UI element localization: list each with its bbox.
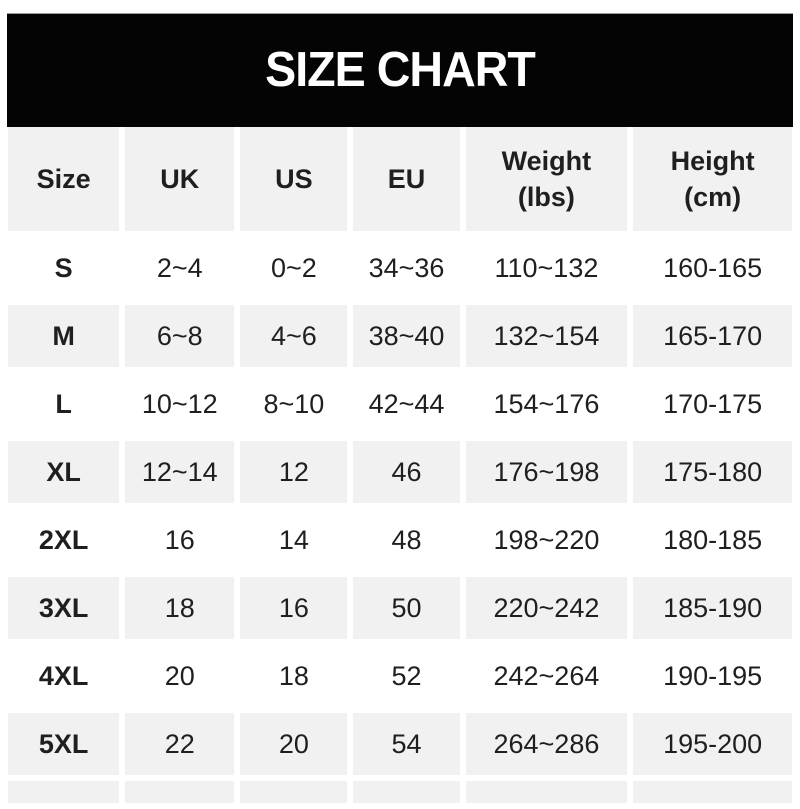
size-label-cell: L: [8, 373, 120, 435]
table-cell: 132~154: [465, 305, 628, 367]
table-cell: 198~220: [465, 509, 628, 571]
table-row-5xl: 5XL 22 20 54 264~286 195-200: [8, 713, 792, 775]
table-cell: 8~10: [240, 373, 348, 435]
size-label-cell: S: [8, 237, 120, 299]
table-cell: [633, 781, 792, 803]
table-cell: 160-165: [633, 237, 792, 299]
table-cell: 46: [353, 441, 460, 503]
column-header-label: EU: [387, 164, 426, 194]
table-header: Size UK US EU Weight (lbs) Height (cm): [8, 127, 792, 231]
table-cell: 20: [125, 645, 235, 707]
column-header-label: Size: [36, 164, 91, 194]
table-cell: 0~2: [240, 237, 348, 299]
table-cell: 165-170: [633, 305, 792, 367]
table-cell: 38~40: [353, 305, 460, 367]
column-header-eu: EU: [353, 127, 460, 231]
table-row-4xl: 4XL 20 18 52 242~264 190-195: [8, 645, 792, 707]
table-cell: 10~12: [125, 373, 235, 435]
table-cell: 242~264: [465, 645, 628, 707]
table-cell: 18: [125, 577, 235, 639]
table-cell: 220~242: [465, 577, 628, 639]
table-cell: 42~44: [353, 373, 460, 435]
table-cell: 180-185: [633, 509, 792, 571]
table-cell: 50: [353, 577, 460, 639]
table-cell: [8, 781, 120, 803]
header-row: Size UK US EU Weight (lbs) Height (cm): [8, 127, 792, 231]
size-chart-table: Size UK US EU Weight (lbs) Height (cm) S 2~4 0~2 3…: [2, 121, 798, 809]
size-label-cell: 5XL: [8, 713, 120, 775]
table-cell: 176~198: [465, 441, 628, 503]
table-row-m: M 6~8 4~6 38~40 132~154 165-170: [8, 305, 792, 367]
column-header-unit: (cm): [684, 182, 742, 212]
size-label-cell: 3XL: [8, 577, 120, 639]
table-cell: 34~36: [353, 237, 460, 299]
size-label-cell: XL: [8, 441, 120, 503]
table-cell: 185-190: [633, 577, 792, 639]
table-cell: 22: [125, 713, 235, 775]
table-cell: 12: [240, 441, 348, 503]
table-cell: [353, 781, 460, 803]
column-header-uk: UK: [125, 127, 235, 231]
table-cell: 6~8: [125, 305, 235, 367]
column-header-label: Weight: [501, 146, 592, 176]
size-label-cell: 2XL: [8, 509, 120, 571]
table-cell: [125, 781, 235, 803]
column-header-label: US: [275, 164, 313, 194]
table-row-s: S 2~4 0~2 34~36 110~132 160-165: [8, 237, 792, 299]
table-row-3xl: 3XL 18 16 50 220~242 185-190: [8, 577, 792, 639]
table-cell: 16: [240, 577, 348, 639]
table-body: S 2~4 0~2 34~36 110~132 160-165 M 6~8 4~6 38~40 13…: [8, 237, 792, 803]
table-cell: 18: [240, 645, 348, 707]
table-cell: [465, 781, 628, 803]
column-header-weight: Weight (lbs): [465, 127, 628, 231]
table-cell: 12~14: [125, 441, 235, 503]
table-row-l: L 10~12 8~10 42~44 154~176 170-175: [8, 373, 792, 435]
column-header-size: Size: [8, 127, 120, 231]
partial-bottom-row: [8, 781, 792, 803]
size-chart-banner: SIZE CHART: [7, 13, 793, 127]
table-cell: 14: [240, 509, 348, 571]
table-cell: [240, 781, 348, 803]
table-cell: 54: [353, 713, 460, 775]
size-label-cell: 4XL: [8, 645, 120, 707]
table-cell: 48: [353, 509, 460, 571]
table-cell: 2~4: [125, 237, 235, 299]
table-cell: 16: [125, 509, 235, 571]
table-cell: 110~132: [465, 237, 628, 299]
table-cell: 195-200: [633, 713, 792, 775]
table-cell: 4~6: [240, 305, 348, 367]
table-cell: 154~176: [465, 373, 628, 435]
size-label-cell: M: [8, 305, 120, 367]
table-cell: 175-180: [633, 441, 792, 503]
column-header-height: Height (cm): [633, 127, 792, 231]
column-header-us: US: [240, 127, 348, 231]
column-header-label: UK: [160, 164, 200, 194]
page-title: SIZE CHART: [265, 43, 536, 97]
table-row-2xl: 2XL 16 14 48 198~220 180-185: [8, 509, 792, 571]
column-header-unit: (lbs): [517, 182, 575, 212]
table-cell: 20: [240, 713, 348, 775]
column-header-label: Height: [670, 146, 755, 176]
table-cell: 264~286: [465, 713, 628, 775]
table-cell: 190-195: [633, 645, 792, 707]
table-cell: 52: [353, 645, 460, 707]
table-row-xl: XL 12~14 12 46 176~198 175-180: [8, 441, 792, 503]
table-cell: 170-175: [633, 373, 792, 435]
